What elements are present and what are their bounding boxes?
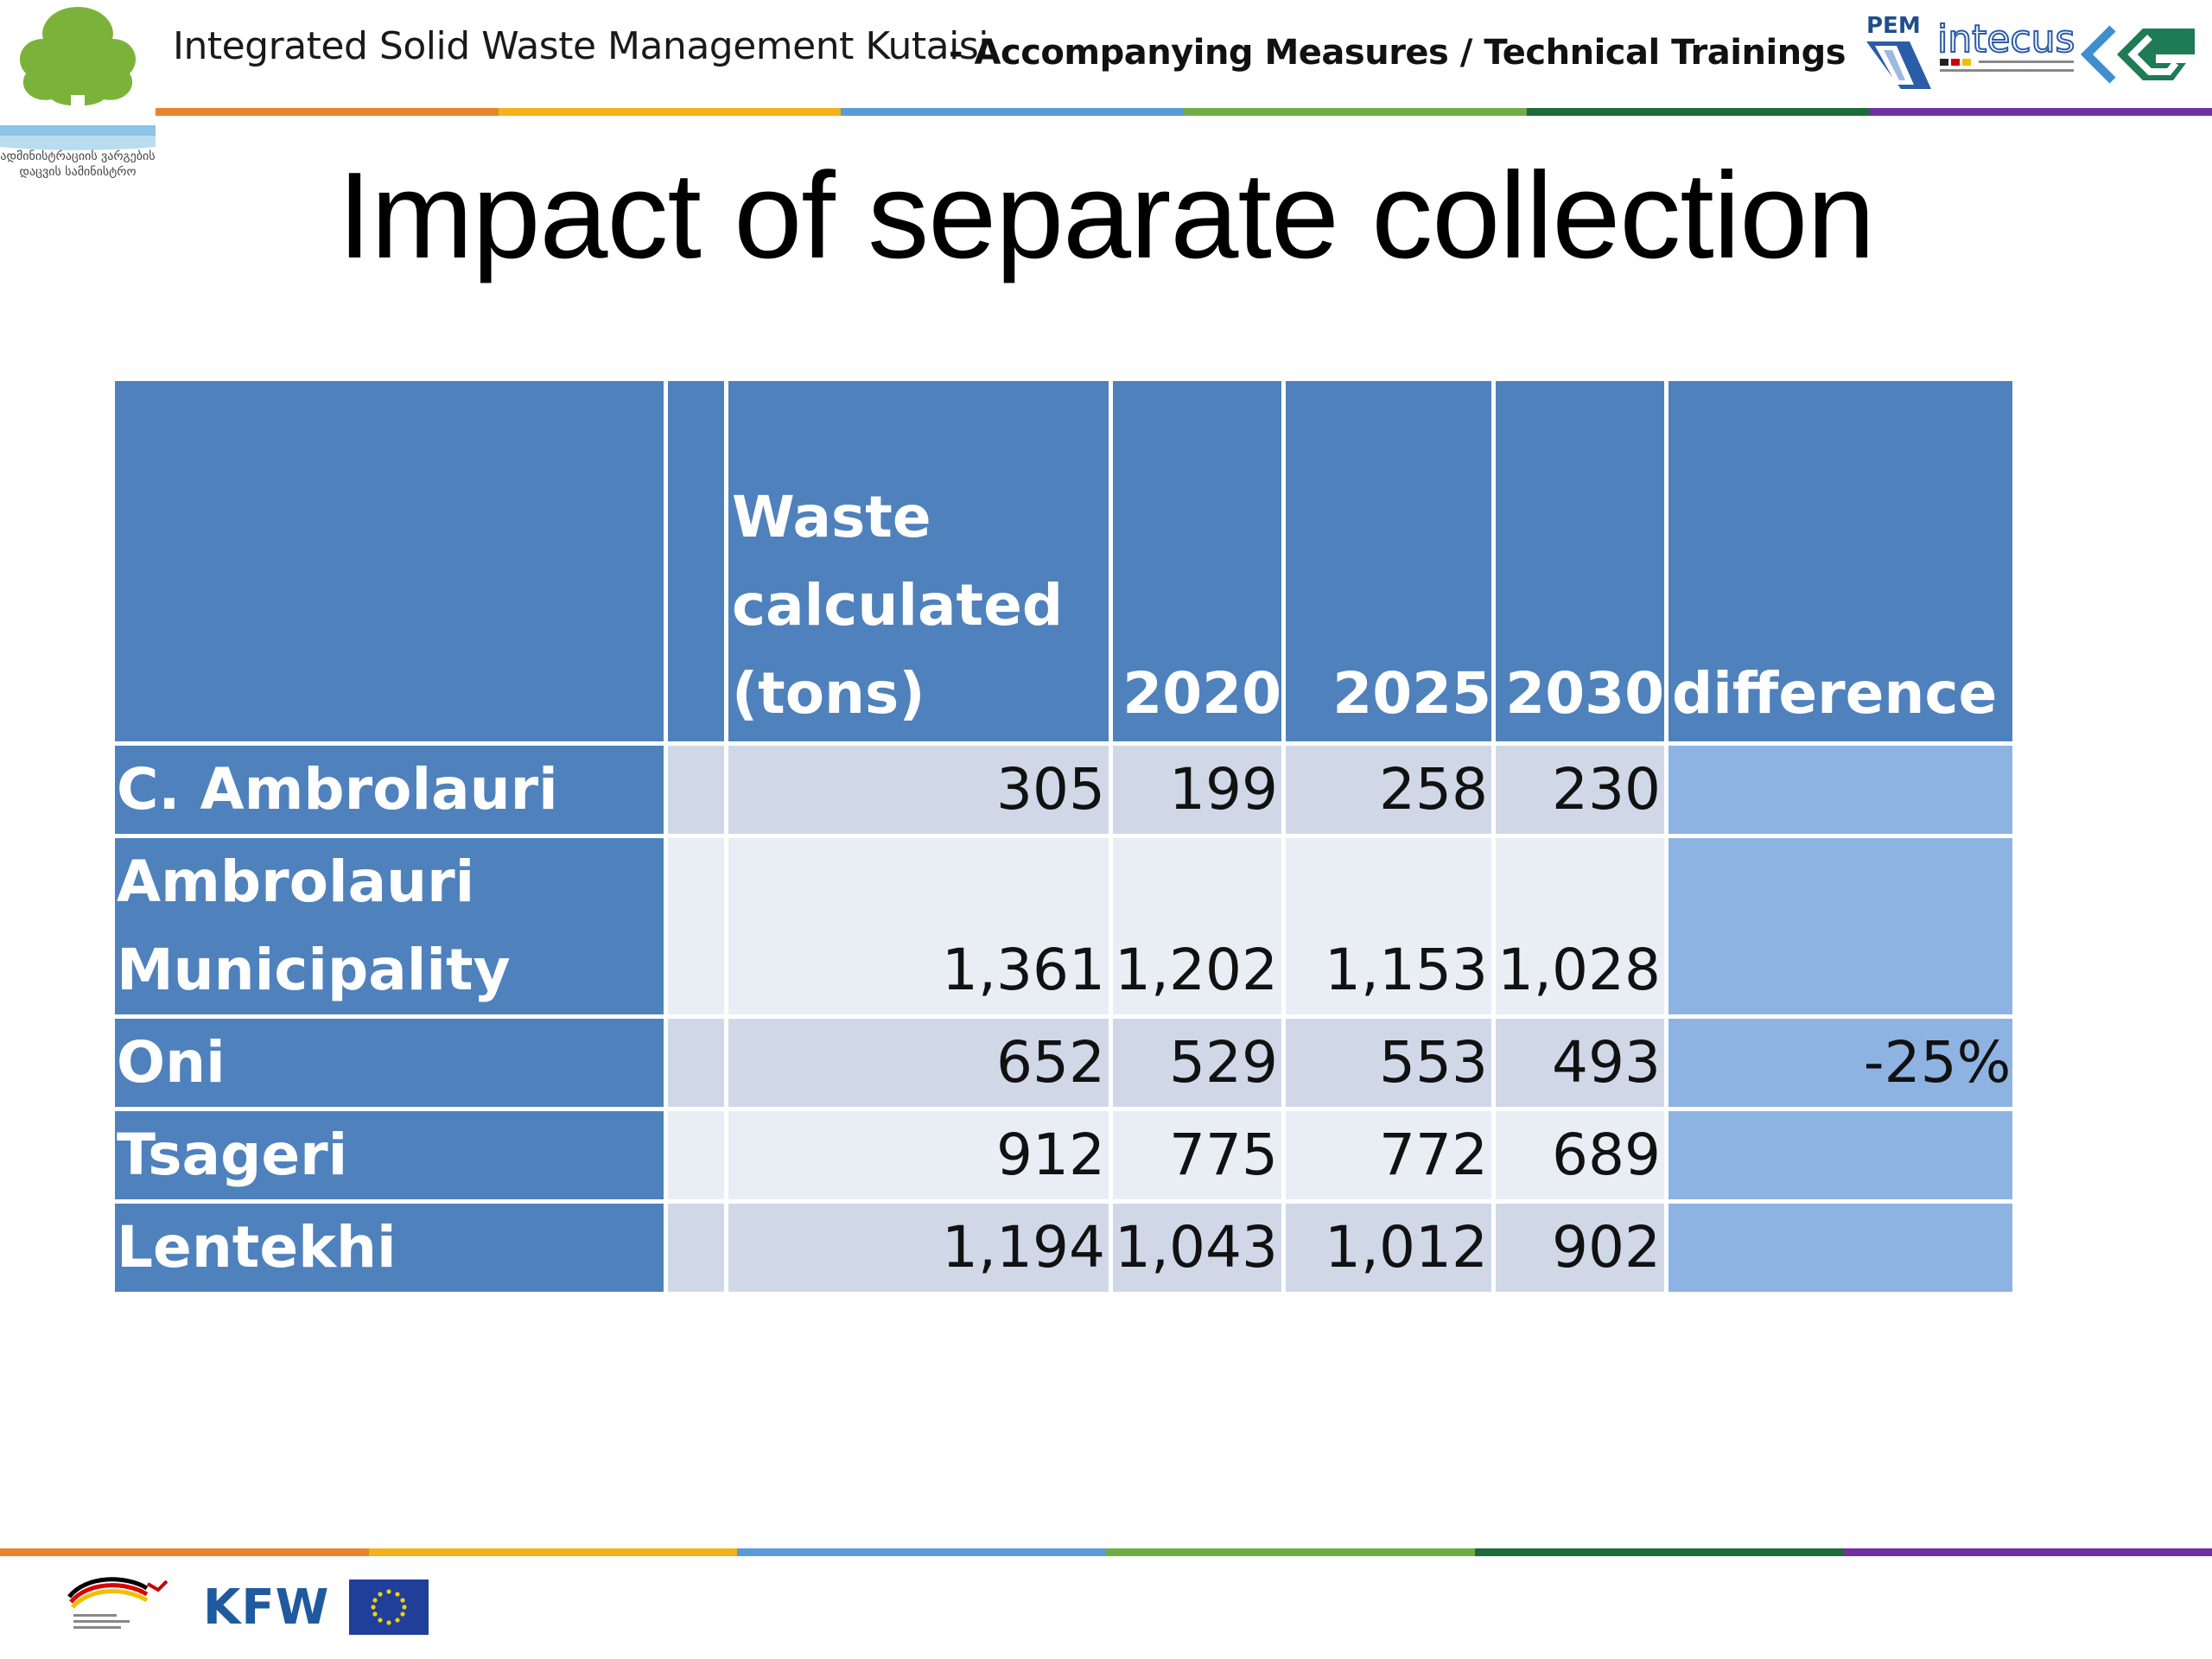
table-row: Ambrolauri Municipality 1,361 1,202 1,153… [111, 834, 2018, 1019]
y2025-cell: 1,153 [1281, 834, 1496, 1019]
table-row: Lentekhi 1,194 1,043 1,012 902 [111, 1199, 2018, 1296]
table-row: Oni 652 529 553 493 -25% [111, 1014, 2018, 1111]
y2025-cell: 258 [1281, 741, 1496, 838]
footer-color-band [0, 1548, 2212, 1556]
header-cell-label [111, 377, 668, 746]
row-label: Lentekhi [111, 1199, 668, 1296]
y2030-cell: 1,028 [1491, 834, 1669, 1019]
blank-cell [664, 834, 728, 1019]
ministry-logo: ადმინისტრაციის ვარგების დაცვის სამინისტრ… [0, 0, 156, 186]
header-cell-difference: difference [1663, 377, 2018, 746]
header-subtitle: - Accompanying Measures / Technical Trai… [949, 33, 1847, 73]
header-cell-2030: 2030 [1491, 377, 1669, 746]
difference-cell [1663, 741, 2018, 838]
waste-cell: 1,361 [724, 834, 1113, 1019]
y2020-cell: 1,202 [1109, 834, 1286, 1019]
y2025-cell: 553 [1281, 1014, 1496, 1111]
header-cell-waste: Waste calculated (tons) [724, 377, 1113, 746]
partner-logos: PEM intecus [1866, 13, 2195, 89]
row-label: C. Ambrolauri [111, 741, 668, 838]
header-title: Integrated Solid Waste Management Kutais… [173, 24, 988, 68]
logo-left-text-1: ადმინისტრაციის ვარგების [0, 149, 155, 163]
logo-left-text-2: დაცვის სამინისტრო [20, 164, 137, 179]
kfw-logo: KFW [203, 1580, 330, 1636]
waste-cell: 652 [724, 1014, 1113, 1111]
y2030-cell: 230 [1491, 741, 1669, 838]
header-cell-blank [664, 377, 728, 746]
header-cell-2025: 2025 [1281, 377, 1496, 746]
y2025-cell: 1,012 [1281, 1199, 1496, 1296]
row-label: Ambrolauri Municipality [111, 834, 668, 1019]
y2020-cell: 1,043 [1109, 1199, 1286, 1296]
y2030-cell: 902 [1491, 1199, 1669, 1296]
y2020-cell: 529 [1109, 1014, 1286, 1111]
waste-cell: 912 [724, 1107, 1113, 1204]
table-row: C. Ambrolauri 305 199 258 230 [111, 741, 2018, 838]
slide-title: Impact of separate collection [337, 147, 1876, 284]
difference-cell [1663, 1199, 2018, 1296]
difference-cell [1663, 834, 2018, 1019]
y2030-cell: 493 [1491, 1014, 1669, 1111]
difference-cell [1663, 1107, 2018, 1204]
y2020-cell: 775 [1109, 1107, 1286, 1204]
header-cell-2020: 2020 [1109, 377, 1286, 746]
table-header-row: Waste calculated (tons) 2020 2025 2030 dif… [111, 377, 2018, 746]
german-cooperation-logo [67, 1577, 168, 1629]
eu-flag-icon [349, 1580, 429, 1635]
blank-cell [664, 741, 728, 838]
y2030-cell: 689 [1491, 1107, 1669, 1204]
pem-logo-text: PEM [1866, 13, 1921, 39]
y2025-cell: 772 [1281, 1107, 1496, 1204]
blank-cell [664, 1014, 728, 1111]
waste-cell: 1,194 [724, 1199, 1113, 1296]
waste-table: Waste calculated (tons) 2020 2025 2030 dif… [111, 377, 2018, 1296]
blank-cell [664, 1199, 728, 1296]
table-row: Tsageri 912 775 772 689 [111, 1107, 2018, 1204]
y2020-cell: 199 [1109, 741, 1286, 838]
row-label: Tsageri [111, 1107, 668, 1204]
intecus-logo-text: intecus [1937, 17, 2075, 61]
waste-cell: 305 [724, 741, 1113, 838]
blank-cell [664, 1107, 728, 1204]
row-label: Oni [111, 1014, 668, 1111]
header-color-band [156, 108, 2212, 116]
difference-cell: -25% [1663, 1014, 2018, 1111]
